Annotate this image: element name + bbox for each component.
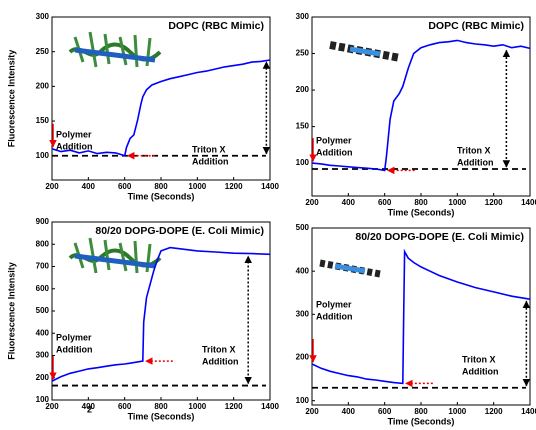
y-tick-label: 250 (36, 47, 50, 56)
x-tick-label: 400 (342, 198, 356, 207)
data-line (311, 39, 531, 172)
x-tick-label: 400 (82, 402, 96, 411)
annotation: Addition (192, 156, 229, 166)
x-tick-label: 1200 (485, 198, 503, 207)
annotation: Polymer (316, 135, 352, 145)
annotation: Triton X (457, 145, 491, 155)
y-tick-label: 100 (296, 396, 310, 405)
x-tick-label: 600 (118, 402, 132, 411)
x-tick-label: 1200 (225, 182, 243, 191)
x-tick-label: 1000 (188, 402, 206, 411)
y-tick-label: 500 (296, 223, 310, 232)
polymer-sketch (68, 237, 162, 274)
x-tick-label: 600 (378, 407, 392, 416)
x-axis-label: Time (Seconds) (388, 416, 455, 426)
y-tick-label: 200 (296, 85, 310, 94)
x-tick-label: 600 (118, 182, 132, 191)
y-tick-label: 150 (36, 116, 50, 125)
y-tick-label: 700 (36, 262, 50, 271)
data-line (311, 248, 531, 385)
chart-title: DOPC (RBC Mimic) (428, 20, 524, 32)
x-tick-label: 1400 (521, 407, 536, 416)
y-tick-label: 300 (36, 351, 50, 360)
y-tick-label: 100 (296, 158, 310, 167)
annotation: Addition (457, 157, 494, 167)
annotation: Addition (202, 356, 239, 366)
polymer-sketch (68, 31, 162, 68)
annotation: 2 (87, 404, 92, 414)
x-axis-label: Time (Seconds) (128, 411, 195, 421)
polymer-sketch (329, 41, 401, 62)
y-tick-label: 400 (296, 266, 310, 275)
x-tick-label: 200 (305, 407, 319, 416)
y-tick-label: 100 (36, 151, 50, 160)
y-tick-label: 200 (296, 353, 310, 362)
x-tick-label: 1200 (225, 402, 243, 411)
y-tick-label: 150 (296, 122, 310, 131)
x-axis-label: Time (Seconds) (128, 191, 195, 201)
x-tick-label: 1000 (188, 182, 206, 191)
annotation: Polymer (56, 332, 92, 342)
x-tick-label: 800 (414, 407, 428, 416)
annotation: Polymer (56, 129, 92, 139)
y-tick-label: 300 (296, 309, 310, 318)
polymer-sketch (319, 259, 381, 278)
y-tick-label: 600 (36, 284, 50, 293)
annotation: Addition (316, 147, 353, 157)
annotation: Addition (56, 141, 93, 151)
annotation: Triton X (192, 144, 226, 154)
data-line (51, 246, 271, 382)
x-tick-label: 200 (45, 182, 59, 191)
x-tick-label: 1200 (485, 407, 503, 416)
x-tick-label: 1000 (448, 407, 466, 416)
y-tick-label: 250 (296, 49, 310, 58)
y-tick-label: 500 (36, 306, 50, 315)
annotation: Addition (462, 366, 499, 376)
annotation: Triton X (462, 354, 496, 364)
annotation: Triton X (202, 344, 236, 354)
x-tick-label: 800 (154, 182, 168, 191)
y-axis-label: Fluorescence Intensity (6, 262, 16, 360)
chart-title: DOPC (RBC Mimic) (168, 20, 264, 32)
x-tick-label: 800 (414, 198, 428, 207)
y-tick-label: 100 (36, 395, 50, 404)
y-tick-label: 300 (36, 12, 50, 21)
x-tick-label: 400 (82, 182, 96, 191)
x-tick-label: 600 (378, 198, 392, 207)
x-tick-label: 400 (342, 407, 356, 416)
annotation: Polymer (316, 299, 352, 309)
y-tick-label: 800 (36, 239, 50, 248)
y-axis-label: Fluorescence Intensity (6, 50, 16, 148)
x-tick-label: 1400 (261, 402, 279, 411)
y-tick-label: 400 (36, 328, 50, 337)
x-axis-label: Time (Seconds) (388, 207, 455, 217)
plot-frame (51, 221, 271, 401)
annotation: Addition (56, 344, 93, 354)
y-tick-label: 900 (36, 217, 50, 226)
x-tick-label: 200 (305, 198, 319, 207)
x-tick-label: 800 (154, 402, 168, 411)
x-tick-label: 200 (45, 402, 59, 411)
annotation: Addition (316, 311, 353, 321)
x-tick-label: 1400 (261, 182, 279, 191)
x-tick-label: 1400 (521, 198, 536, 207)
chart-title: 80/20 DOPG-DOPE (E. Coli Mimic) (95, 225, 264, 237)
data-line (51, 59, 271, 157)
y-tick-label: 200 (36, 373, 50, 382)
y-tick-label: 300 (296, 12, 310, 21)
x-tick-label: 1000 (448, 198, 466, 207)
chart-title: 80/20 DOPG-DOPE (E. Coli Mimic) (355, 231, 524, 243)
y-tick-label: 200 (36, 81, 50, 90)
